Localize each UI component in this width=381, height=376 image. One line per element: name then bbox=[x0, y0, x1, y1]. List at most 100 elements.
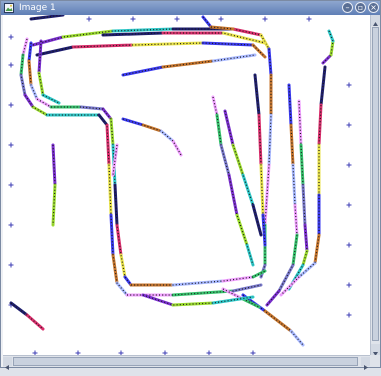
track-segment bbox=[301, 183, 307, 227]
vertical-scroll-thumb[interactable] bbox=[372, 27, 379, 341]
image-window-icon bbox=[4, 3, 14, 13]
grid-marker bbox=[346, 242, 352, 248]
track-segment bbox=[221, 275, 255, 283]
track-segment bbox=[289, 329, 305, 347]
track-segment bbox=[241, 297, 261, 309]
track-segment bbox=[235, 213, 249, 247]
arrow-down-icon[interactable] bbox=[371, 344, 380, 356]
track-segment bbox=[291, 233, 299, 267]
horizontal-scrollbar[interactable] bbox=[3, 355, 370, 370]
grid-marker bbox=[8, 62, 14, 68]
track-segment bbox=[319, 65, 327, 107]
track-segment bbox=[35, 45, 75, 57]
track-points bbox=[10, 302, 44, 330]
track-segment bbox=[71, 43, 135, 49]
track-segment bbox=[111, 143, 119, 177]
track-segment bbox=[25, 313, 45, 331]
grid-marker bbox=[250, 350, 256, 355]
grid-marker bbox=[206, 350, 212, 355]
grid-marker bbox=[346, 122, 352, 128]
grid-marker bbox=[8, 222, 14, 228]
track-points bbox=[122, 118, 182, 156]
track-points bbox=[30, 15, 64, 20]
track-segment bbox=[41, 93, 61, 105]
track-segment bbox=[121, 65, 165, 77]
track-segment bbox=[119, 253, 127, 279]
track-points bbox=[36, 42, 266, 58]
grid-marker bbox=[8, 102, 14, 108]
track-segment bbox=[111, 253, 119, 285]
track-points bbox=[266, 84, 298, 306]
horizontal-scroll-thumb[interactable] bbox=[13, 357, 358, 366]
track-segment bbox=[231, 143, 245, 177]
grid-marker bbox=[306, 16, 312, 22]
track-segment bbox=[21, 37, 29, 57]
track-segment bbox=[107, 163, 113, 217]
grid-marker bbox=[130, 16, 136, 22]
grid-marker bbox=[8, 182, 14, 188]
track-points bbox=[52, 144, 56, 226]
grid-marker bbox=[8, 142, 14, 148]
tracks-plot bbox=[8, 15, 352, 355]
track-segment bbox=[101, 31, 165, 37]
grid-marker bbox=[346, 282, 352, 288]
track-segment bbox=[251, 269, 267, 279]
track-segment bbox=[201, 41, 255, 47]
vertical-scrollbar[interactable] bbox=[370, 15, 380, 356]
title-bar[interactable]: Image 1 – ▫ × bbox=[1, 1, 380, 15]
track-segment bbox=[257, 113, 263, 167]
grid-marker bbox=[346, 202, 352, 208]
track-segment bbox=[215, 113, 223, 147]
track-segment bbox=[231, 283, 263, 293]
track-segment bbox=[51, 183, 57, 227]
grid-marker bbox=[75, 350, 81, 355]
track-segment bbox=[231, 27, 263, 37]
grid-marker bbox=[346, 82, 352, 88]
minimize-icon[interactable]: – bbox=[342, 2, 353, 13]
track-points bbox=[280, 66, 326, 296]
image-canvas[interactable] bbox=[3, 15, 370, 355]
grid-markers bbox=[8, 16, 352, 355]
track-segment bbox=[297, 261, 317, 279]
track-points bbox=[122, 54, 256, 76]
track-segment bbox=[123, 275, 133, 287]
trajectory-tracks bbox=[9, 15, 335, 347]
track-segment bbox=[321, 53, 333, 65]
grid-marker bbox=[162, 350, 168, 355]
track-segment bbox=[61, 29, 115, 39]
track-points bbox=[28, 42, 266, 286]
track-segment bbox=[171, 279, 225, 287]
grid-marker bbox=[8, 34, 14, 40]
track-points bbox=[224, 110, 262, 236]
track-points bbox=[102, 32, 266, 44]
track-segment bbox=[261, 213, 267, 247]
track-points bbox=[142, 294, 254, 306]
track-points bbox=[202, 16, 234, 30]
grid-marker bbox=[346, 162, 352, 168]
grid-marker bbox=[262, 16, 268, 22]
track-segment bbox=[327, 29, 335, 43]
track-segment bbox=[161, 59, 215, 69]
track-segment bbox=[265, 289, 281, 307]
grid-marker bbox=[118, 350, 124, 355]
arrow-left-icon[interactable] bbox=[3, 357, 12, 370]
restore-icon[interactable]: ▫ bbox=[355, 2, 366, 13]
track-segment bbox=[211, 95, 219, 117]
track-points bbox=[20, 38, 262, 296]
track-segment bbox=[141, 123, 163, 133]
grid-marker bbox=[86, 16, 92, 22]
scroll-corner bbox=[370, 355, 380, 367]
grid-marker bbox=[32, 350, 38, 355]
track-segment bbox=[19, 73, 27, 97]
close-icon[interactable]: × bbox=[368, 2, 379, 13]
arrow-right-icon[interactable] bbox=[361, 357, 370, 370]
arrow-up-icon[interactable] bbox=[371, 15, 380, 26]
track-segment bbox=[27, 59, 33, 87]
window-title: Image 1 bbox=[19, 3, 56, 13]
track-segment bbox=[27, 41, 33, 63]
track-points bbox=[38, 40, 60, 104]
grid-marker bbox=[218, 16, 224, 22]
grid-marker bbox=[8, 262, 14, 268]
track-segment bbox=[289, 123, 295, 167]
